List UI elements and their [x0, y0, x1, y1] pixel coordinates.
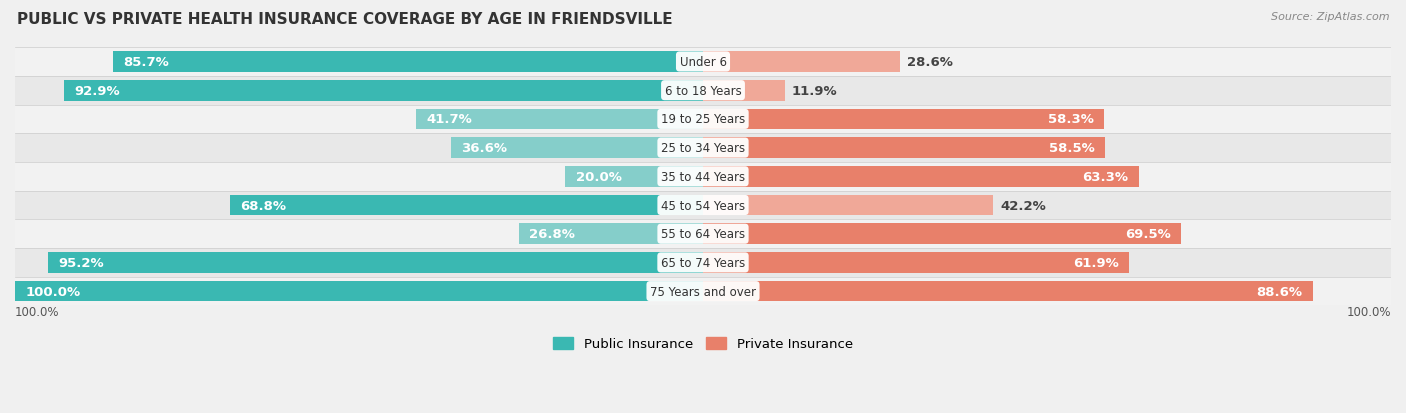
Bar — [15, 277, 1391, 306]
Text: 41.7%: 41.7% — [426, 113, 472, 126]
Text: 11.9%: 11.9% — [792, 85, 838, 97]
Text: Source: ZipAtlas.com: Source: ZipAtlas.com — [1271, 12, 1389, 22]
Text: 6 to 18 Years: 6 to 18 Years — [665, 85, 741, 97]
Text: 25 to 34 Years: 25 to 34 Years — [661, 142, 745, 155]
Bar — [519, 224, 703, 244]
Legend: Public Insurance, Private Insurance: Public Insurance, Private Insurance — [548, 332, 858, 356]
Bar — [63, 81, 703, 101]
Text: 92.9%: 92.9% — [75, 85, 120, 97]
Bar — [15, 134, 1391, 163]
Text: 20.0%: 20.0% — [575, 171, 621, 183]
Bar — [565, 166, 703, 187]
Bar — [703, 109, 1104, 130]
Bar — [451, 138, 703, 159]
Text: 61.9%: 61.9% — [1073, 256, 1119, 269]
Bar — [15, 281, 703, 302]
Bar — [15, 77, 1391, 105]
Bar — [15, 220, 1391, 249]
Bar — [15, 249, 1391, 277]
Text: 58.3%: 58.3% — [1047, 113, 1094, 126]
Bar — [703, 224, 1181, 244]
Text: 63.3%: 63.3% — [1083, 171, 1128, 183]
Bar — [114, 52, 703, 73]
Bar — [15, 163, 1391, 191]
Bar — [703, 281, 1313, 302]
Text: 88.6%: 88.6% — [1256, 285, 1302, 298]
Bar — [48, 252, 703, 273]
Bar — [703, 252, 1129, 273]
Text: Under 6: Under 6 — [679, 56, 727, 69]
Text: PUBLIC VS PRIVATE HEALTH INSURANCE COVERAGE BY AGE IN FRIENDSVILLE: PUBLIC VS PRIVATE HEALTH INSURANCE COVER… — [17, 12, 672, 27]
Text: 95.2%: 95.2% — [58, 256, 104, 269]
Text: 68.8%: 68.8% — [240, 199, 285, 212]
Bar — [15, 48, 1391, 77]
Text: 100.0%: 100.0% — [1347, 306, 1391, 319]
Bar — [15, 191, 1391, 220]
Text: 19 to 25 Years: 19 to 25 Years — [661, 113, 745, 126]
Text: 26.8%: 26.8% — [529, 228, 575, 241]
Text: 85.7%: 85.7% — [124, 56, 170, 69]
Bar — [703, 195, 993, 216]
Bar — [15, 105, 1391, 134]
Text: 42.2%: 42.2% — [1000, 199, 1046, 212]
Text: 36.6%: 36.6% — [461, 142, 508, 155]
Bar — [703, 138, 1105, 159]
Text: 65 to 74 Years: 65 to 74 Years — [661, 256, 745, 269]
Text: 75 Years and over: 75 Years and over — [650, 285, 756, 298]
Text: 100.0%: 100.0% — [15, 306, 59, 319]
Text: 35 to 44 Years: 35 to 44 Years — [661, 171, 745, 183]
Text: 55 to 64 Years: 55 to 64 Years — [661, 228, 745, 241]
Text: 100.0%: 100.0% — [25, 285, 80, 298]
Bar — [416, 109, 703, 130]
Text: 69.5%: 69.5% — [1125, 228, 1171, 241]
Bar — [229, 195, 703, 216]
Text: 45 to 54 Years: 45 to 54 Years — [661, 199, 745, 212]
Bar — [703, 52, 900, 73]
Bar — [703, 81, 785, 101]
Bar — [703, 166, 1139, 187]
Text: 28.6%: 28.6% — [907, 56, 952, 69]
Text: 58.5%: 58.5% — [1049, 142, 1095, 155]
